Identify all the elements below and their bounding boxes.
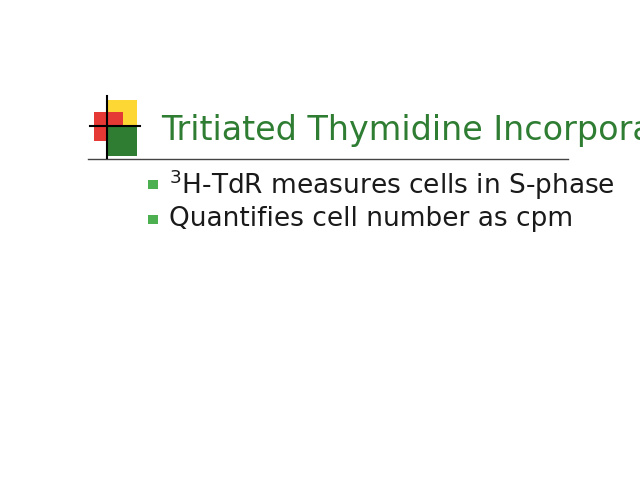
Bar bbox=[94, 112, 124, 141]
Text: Quantifies cell number as cpm: Quantifies cell number as cpm bbox=[169, 206, 573, 232]
Bar bbox=[108, 100, 137, 129]
Text: $^{3}$H-TdR measures cells in S-phase: $^{3}$H-TdR measures cells in S-phase bbox=[169, 168, 615, 202]
Bar bbox=[108, 126, 137, 156]
Bar bbox=[148, 180, 157, 189]
Text: Tritiated Thymidine Incorporation: Tritiated Thymidine Incorporation bbox=[161, 114, 640, 147]
Bar bbox=[148, 215, 157, 224]
